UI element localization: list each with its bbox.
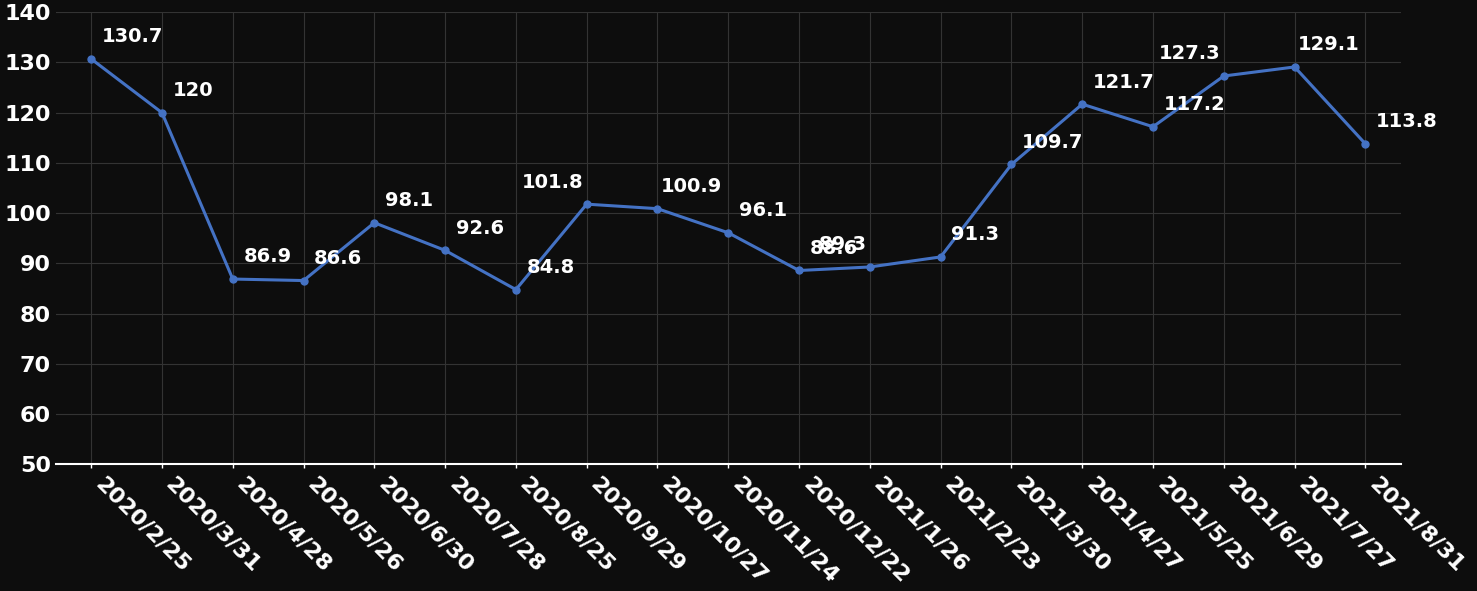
Text: 130.7: 130.7 [102, 27, 162, 46]
Text: 91.3: 91.3 [951, 225, 1000, 244]
Text: 109.7: 109.7 [1022, 133, 1084, 152]
Text: 86.6: 86.6 [315, 249, 362, 268]
Text: 84.8: 84.8 [526, 258, 575, 277]
Text: 120: 120 [173, 81, 213, 100]
Text: 89.3: 89.3 [818, 235, 867, 254]
Text: 101.8: 101.8 [521, 173, 583, 191]
Text: 117.2: 117.2 [1164, 95, 1226, 114]
Text: 113.8: 113.8 [1377, 112, 1437, 131]
Text: 121.7: 121.7 [1093, 73, 1155, 92]
Text: 127.3: 127.3 [1158, 44, 1220, 63]
Text: 98.1: 98.1 [385, 191, 433, 210]
Text: 92.6: 92.6 [456, 219, 504, 238]
Text: 100.9: 100.9 [662, 177, 722, 196]
Text: 129.1: 129.1 [1298, 35, 1360, 54]
Text: 96.1: 96.1 [738, 202, 787, 220]
Text: 88.6: 88.6 [809, 239, 858, 258]
Text: 86.9: 86.9 [244, 248, 291, 267]
